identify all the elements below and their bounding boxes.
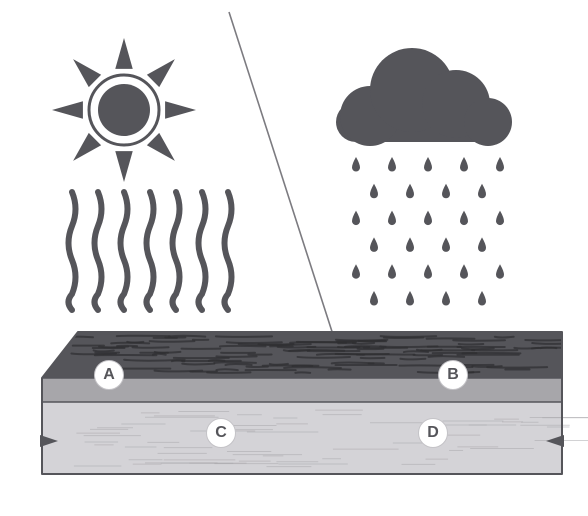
heat-waves-icon (69, 192, 232, 310)
material-board (40, 332, 588, 474)
diagram-svg (0, 0, 588, 516)
sun-icon (52, 38, 196, 182)
marker-b: B (438, 360, 468, 390)
divider-line (229, 12, 336, 344)
marker-d: D (418, 418, 448, 448)
rain-icon (352, 157, 504, 306)
marker-c: C (206, 418, 236, 448)
weather-material-diagram: A B C D (0, 0, 588, 516)
cloud-icon (336, 48, 512, 146)
marker-a: A (94, 360, 124, 390)
